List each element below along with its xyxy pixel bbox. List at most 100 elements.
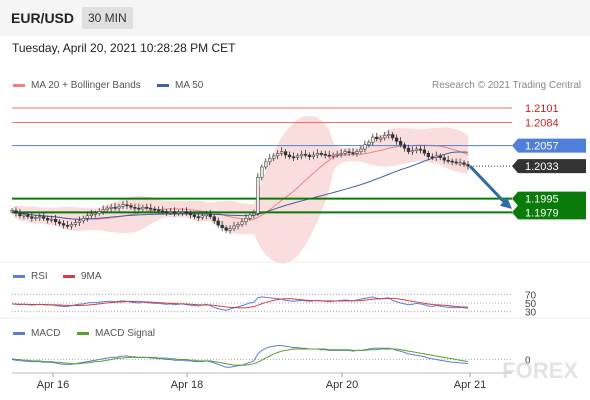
candle [347, 151, 351, 154]
candle [137, 207, 141, 210]
legend-label: MACD Signal [95, 328, 156, 339]
candle [240, 221, 244, 225]
candle [375, 136, 379, 140]
candle [299, 153, 304, 157]
candle [192, 214, 197, 217]
candle [446, 159, 450, 162]
candle [228, 228, 232, 231]
candle [367, 141, 371, 146]
candle [121, 204, 125, 207]
legend-rsi-ma: 9MA [63, 271, 102, 282]
candle [73, 222, 78, 225]
candle [355, 151, 359, 154]
candle [172, 211, 177, 214]
candle [462, 162, 466, 165]
legend-label: RSI [31, 271, 48, 282]
current-price-label: 1.2033 [525, 161, 559, 173]
candle [426, 153, 430, 157]
symbol-label: EUR/USD [11, 10, 75, 26]
candle [244, 218, 248, 223]
candle [69, 224, 74, 227]
candle [331, 154, 335, 157]
candle [157, 209, 161, 212]
candle [339, 153, 343, 155]
candle [220, 224, 224, 229]
legend-swatch [13, 274, 25, 278]
rsi-ma-line [11, 297, 469, 309]
forecast-arrow-head [500, 196, 512, 209]
candle [295, 155, 300, 158]
candle [50, 218, 54, 221]
candle [402, 144, 407, 149]
candle [97, 211, 101, 214]
candle [204, 213, 208, 217]
candle [466, 164, 470, 167]
candle [283, 151, 288, 156]
candle [109, 206, 113, 209]
candle [276, 153, 280, 157]
candle [184, 211, 189, 214]
candle [30, 216, 34, 219]
candle [34, 217, 38, 219]
candle [359, 148, 363, 152]
candle [149, 207, 153, 210]
candle [414, 148, 419, 152]
candle [311, 154, 316, 157]
candle [430, 156, 434, 159]
candle [418, 148, 423, 151]
candle [303, 153, 308, 156]
legend-swatch [63, 274, 75, 278]
x-tick-label: Apr 16 [37, 379, 69, 391]
candle [216, 220, 220, 226]
level-tag [512, 191, 586, 206]
candles [10, 130, 470, 234]
candle [164, 211, 169, 213]
candle [232, 225, 236, 229]
candle [105, 207, 109, 211]
candle [343, 151, 347, 154]
candle [363, 144, 367, 150]
forecast-arrow [468, 165, 508, 205]
candle [26, 214, 30, 217]
candle [252, 212, 256, 216]
candle [81, 218, 86, 222]
rsi-level-label: 30 [525, 308, 537, 319]
legend-swatch [13, 83, 25, 87]
candle [406, 147, 411, 152]
legend-ma50: MA 50 [157, 80, 203, 91]
candle [422, 149, 427, 154]
rsi-line [11, 296, 469, 311]
candle [10, 210, 14, 213]
candle [101, 209, 105, 212]
bollinger-band [12, 115, 468, 264]
legend-label: 9MA [81, 271, 102, 282]
candle [113, 206, 117, 209]
candle [307, 154, 312, 157]
candle [383, 135, 387, 139]
legend-label: MACD [31, 328, 61, 339]
candle [188, 212, 193, 216]
candle [272, 155, 276, 159]
timeframe-button[interactable]: 30 MIN [82, 7, 133, 29]
candle [256, 177, 260, 214]
level-tag [512, 205, 586, 220]
candle [394, 137, 399, 142]
level-label: 1.1995 [525, 194, 559, 206]
legend-swatch [77, 331, 89, 335]
candle [268, 158, 272, 163]
candle [77, 220, 82, 223]
current-price-tag [512, 159, 586, 174]
legend-bollinger: MA 20 + Bollinger Bands [13, 80, 141, 91]
candle [22, 214, 26, 217]
candle [315, 153, 319, 156]
x-tick-label: Apr 21 [454, 379, 486, 391]
rsi-level-label: 50 [525, 299, 537, 310]
candle [279, 151, 284, 154]
candle [434, 155, 438, 158]
copyright: Research © 2021 Trading Central [432, 80, 582, 91]
candle [93, 212, 97, 215]
candle [14, 210, 18, 214]
candle [260, 166, 264, 178]
level-label: 1.2101 [525, 103, 559, 115]
candle [387, 134, 391, 136]
